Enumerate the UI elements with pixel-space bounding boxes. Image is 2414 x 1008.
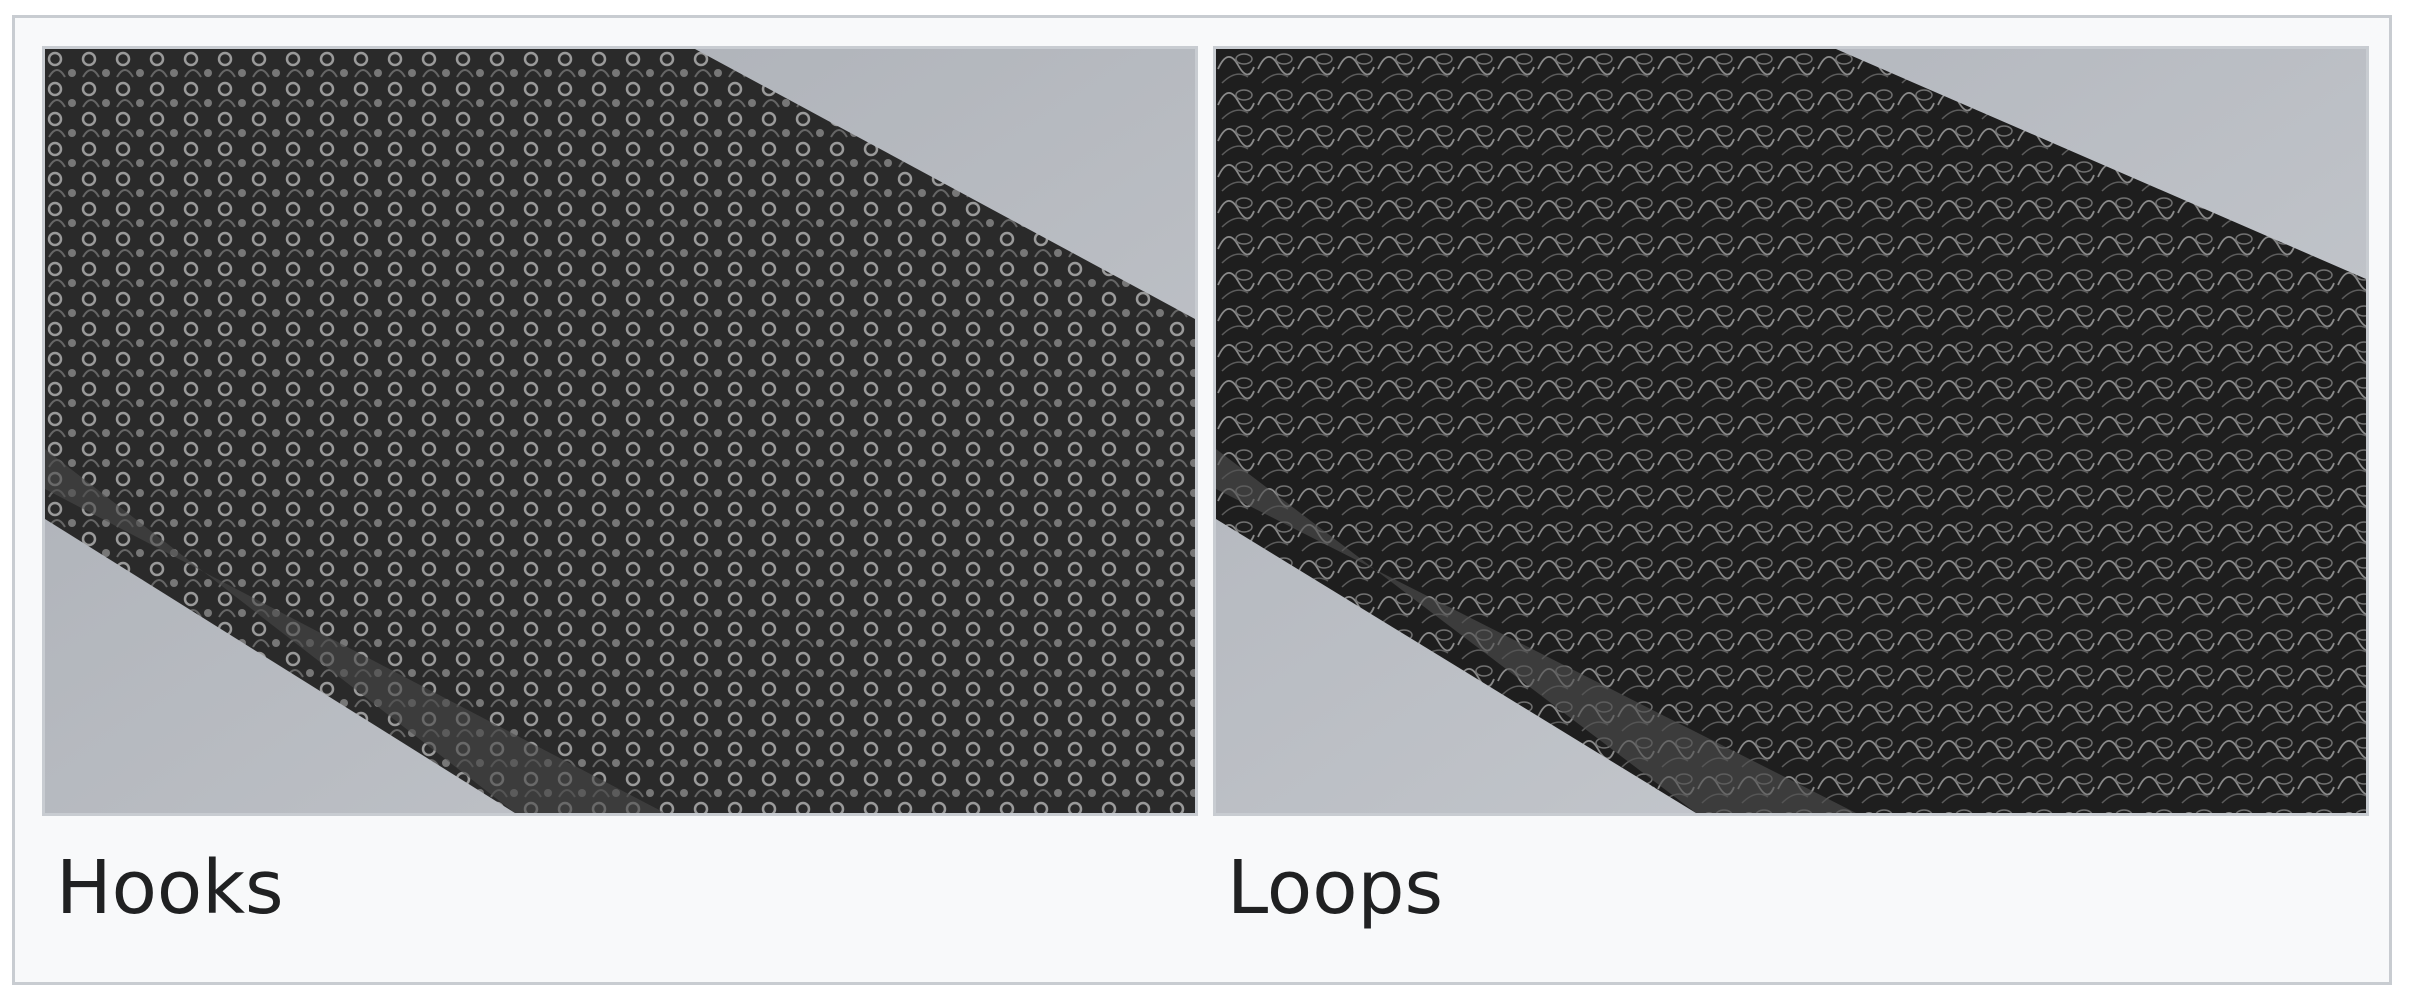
image-hooks [45,49,1195,813]
caption: Loops [1227,845,1444,931]
image-frame [1213,46,2369,816]
caption: Hooks [56,845,284,931]
gallery-item: Hooks [42,46,1198,925]
image-loops [1216,49,2366,813]
gallery: Hooks Loops [12,15,2392,985]
gallery-item: Loops [1213,46,2369,925]
image-frame [42,46,1198,816]
